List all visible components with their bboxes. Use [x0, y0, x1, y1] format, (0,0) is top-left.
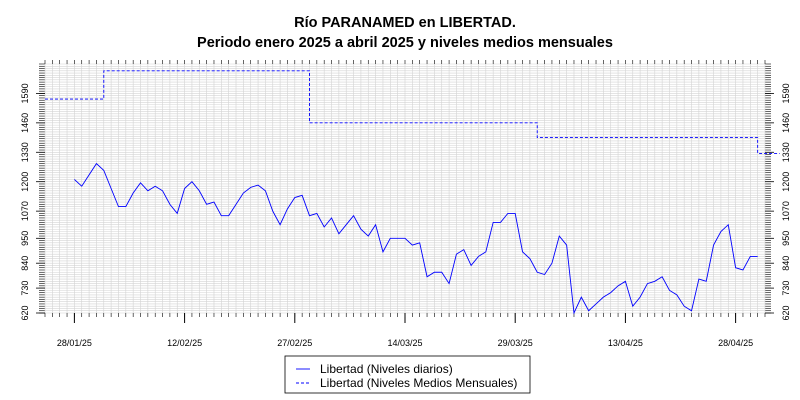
- chart-title: Río PARANAMED en LIBERTAD.: [294, 15, 516, 31]
- y-tick-label-right: 1330: [781, 142, 791, 162]
- y-tick-label-left: 1460: [20, 113, 30, 133]
- x-tick-label: 27/02/25: [277, 338, 312, 348]
- x-tick-label: 28/01/25: [57, 338, 92, 348]
- y-tick-label-left: 620: [20, 305, 30, 320]
- chart-subtitle: Periodo enero 2025 a abril 2025 y nivele…: [197, 35, 613, 51]
- y-tick-label-left: 1070: [20, 201, 30, 221]
- y-tick-label-right: 1070: [781, 201, 791, 221]
- y-tick-label-left: 1330: [20, 142, 30, 162]
- y-tick-label-right: 840: [781, 256, 791, 271]
- y-tick-label-right: 1200: [781, 172, 791, 192]
- y-tick-label-right: 950: [781, 231, 791, 246]
- y-tick-label-left: 1200: [20, 172, 30, 192]
- series-monthly-mean-line: [45, 70, 780, 154]
- y-tick-label-left: 840: [20, 256, 30, 271]
- legend-label-daily: Libertad (Niveles diarios): [320, 362, 453, 376]
- y-tick-label-right: 730: [781, 281, 791, 296]
- y-tick-label-right: 620: [781, 305, 791, 320]
- x-tick-label: 28/04/25: [718, 338, 753, 348]
- y-tick-label-right: 1460: [781, 113, 791, 133]
- y-tick-label-left: 950: [20, 231, 30, 246]
- legend: Libertad (Niveles diarios) Libertad (Niv…: [284, 355, 531, 394]
- y-tick-label-right: 1590: [781, 83, 791, 103]
- grid: [39, 60, 771, 317]
- axis-ticks: 620 620 730 730 840 840 950 950 1070 1070 1200 1200…: [20, 83, 791, 348]
- series-layer: [45, 70, 780, 315]
- legend-box: [284, 355, 531, 394]
- legend-label-monthly: Libertad (Niveles Medios Mensuales): [320, 376, 517, 390]
- x-tick-label: 14/03/25: [387, 338, 422, 348]
- x-tick-label: 12/02/25: [167, 338, 202, 348]
- x-tick-label: 29/03/25: [498, 338, 533, 348]
- series-daily-line: [74, 162, 758, 315]
- x-tick-label: 13/04/25: [608, 338, 643, 348]
- y-tick-label-left: 1590: [20, 83, 30, 103]
- y-tick-label-left: 730: [20, 281, 30, 296]
